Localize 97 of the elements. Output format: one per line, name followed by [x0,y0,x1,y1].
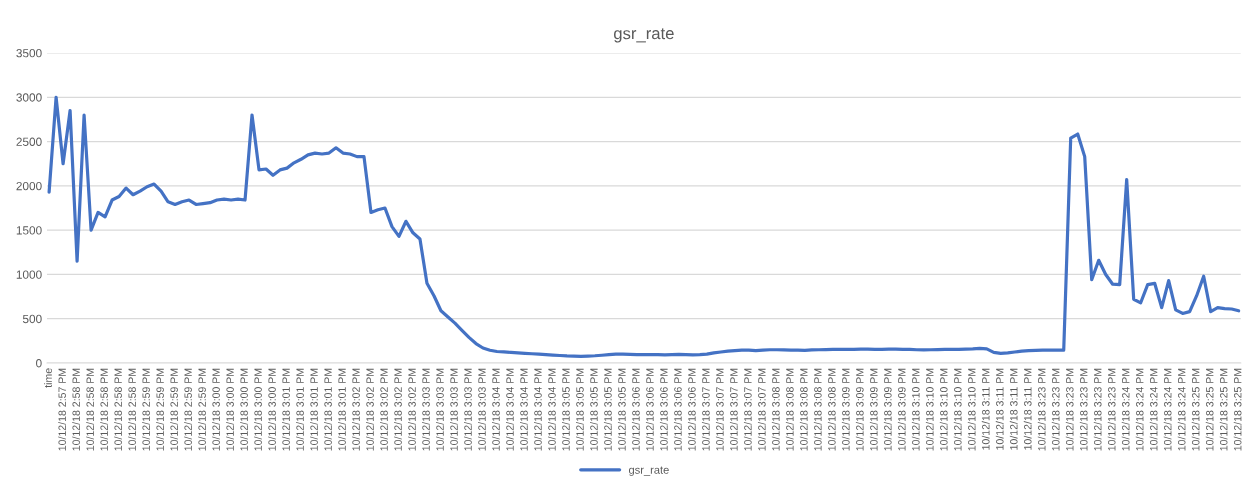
x-tick-label: 10/12/18 3:24 PM [1121,368,1130,451]
x-tick-label: 10/12/18 3:23 PM [1107,368,1116,451]
x-tick-label: 10/12/18 3:06 PM [645,368,654,451]
x-tick-label: 10/12/18 3:09 PM [897,368,906,451]
x-tick-label: 10/12/18 2:58 PM [86,368,94,451]
x-tick-label: 10/12/18 3:24 PM [1177,368,1186,451]
x-tick-label: 10/12/18 3:02 PM [394,368,402,451]
x-tick-label: 10/12/18 3:00 PM [268,368,276,451]
x-tick-label: 10/12/18 3:01 PM [324,368,332,451]
x-tick-label: 10/12/18 3:24 PM [1163,368,1172,451]
x-tick-label: 10/12/18 3:04 PM [492,368,500,451]
x-tick-label: 10/12/18 3:23 PM [1065,368,1074,451]
x-tick-label: 10/12/18 3:02 PM [352,368,360,451]
x-tick-label: 10/12/18 3:08 PM [771,368,780,451]
x-tick-label: 10/12/18 3:25 PM [1219,368,1228,451]
x-tick-label: 10/12/18 3:00 PM [226,368,234,451]
x-tick-label: 10/12/18 3:02 PM [366,368,374,451]
x-tick-label: 10/12/18 3:02 PM [380,368,388,451]
x-tick-label: 10/12/18 3:00 PM [240,368,248,451]
x-tick-label: 10/12/18 3:10 PM [939,368,948,451]
y-tick-label: 3000 [16,93,42,102]
line-series [47,95,1241,358]
x-tick-label: 10/12/18 3:05 PM [589,368,598,451]
x-tick-label: 10/12/18 3:25 PM [1205,368,1214,451]
x-tick-label: 10/12/18 3:05 PM [603,368,612,451]
x-tick-label: 10/12/18 3:05 PM [561,368,570,451]
x-tick-label: 10/12/18 3:01 PM [338,368,346,451]
x-tick-label: 10/12/18 3:25 PM [1191,368,1200,451]
x-tick-label: 10/12/18 3:07 PM [757,368,766,451]
x-tick-label: 10/12/18 2:59 PM [198,368,206,451]
x-tick-label: 10/12/18 2:59 PM [156,368,164,451]
x-tick-label: 10/12/18 3:04 PM [533,368,542,451]
y-tick-label: 0 [36,359,42,368]
x-tick-label: 10/12/18 3:10 PM [911,368,920,451]
x-tick-label: 10/12/18 3:08 PM [785,368,794,451]
x-tick-label: 10/12/18 3:03 PM [436,368,444,451]
x-tick-label: 10/12/18 3:23 PM [1037,368,1046,451]
x-tick-label: 10/12/18 3:08 PM [813,368,822,451]
x-tick-label: 10/12/18 3:25 PM [1233,368,1242,451]
x-tick-label: 10/12/18 3:08 PM [799,368,808,451]
x-tick-label: 10/12/18 3:07 PM [715,368,724,451]
x-tick-label: 10/12/18 3:11 PM [995,368,1004,450]
x-tick-label: 10/12/18 3:07 PM [701,368,710,451]
chart-title: gsr_rate [614,28,674,43]
x-tick-label: 10/12/18 2:58 PM [72,368,80,451]
x-tick-label: 10/12/18 3:09 PM [841,368,850,451]
x-tick-label: 10/12/18 3:09 PM [883,368,892,451]
x-tick-label: 10/12/18 3:06 PM [631,368,640,451]
x-tick-label: 10/12/18 3:02 PM [408,368,416,451]
x-tick-label: 10/12/18 3:11 PM [981,368,990,450]
x-tick-label: 10/12/18 2:58 PM [114,368,122,451]
x-tick-label: 10/12/18 3:05 PM [575,368,584,451]
y-tick-label: 1500 [16,226,42,235]
x-tick-label: 10/12/18 3:01 PM [310,368,318,451]
x-tick-label: 10/12/18 3:03 PM [464,368,472,451]
x-tick-label: 10/12/18 3:07 PM [743,368,752,451]
x-tick-label: 10/12/18 2:59 PM [184,368,192,451]
y-tick-label: 2000 [16,181,42,191]
x-tick-label: 10/12/18 2:58 PM [100,368,108,451]
x-tick-label: 10/12/18 2:59 PM [142,368,150,451]
x-tick-label: 10/12/18 3:01 PM [282,368,290,451]
x-tick-label: 10/12/18 2:59 PM [170,368,178,451]
x-tick-label: 10/12/18 3:06 PM [673,368,682,451]
x-tick-label: time [44,368,52,388]
x-tick-label: 10/12/18 3:09 PM [869,368,878,451]
x-tick-label: 10/12/18 3:10 PM [953,368,962,451]
x-tick-label: 10/12/18 3:23 PM [1079,368,1088,451]
x-tick-label: 10/12/18 3:23 PM [1093,368,1102,451]
x-tick-label: 10/12/18 3:23 PM [1051,368,1060,451]
x-tick-label: 10/12/18 3:05 PM [617,368,626,451]
x-tick-label: 10/12/18 3:00 PM [212,368,220,451]
x-tick-label: 10/12/18 3:06 PM [659,368,668,451]
x-tick-label: 10/12/18 3:08 PM [827,368,836,451]
x-tick-label: 10/12/18 3:03 PM [422,368,430,451]
y-tick-label: 1000 [16,270,42,279]
x-tick-label: 10/12/18 3:07 PM [729,368,738,451]
x-tick-label: 10/12/18 3:24 PM [1149,368,1158,451]
x-tick-label: 10/12/18 3:11 PM [1009,368,1018,450]
x-tick-label: 10/12/18 3:24 PM [1135,368,1144,451]
x-tick-label: 10/12/18 2:58 PM [128,368,136,451]
x-tick-label: 10/12/18 3:03 PM [478,368,486,451]
x-tick-label: 10/12/18 3:04 PM [547,368,556,451]
x-tick-label: 10/12/18 3:06 PM [687,368,696,451]
x-tick-label: 10/12/18 3:01 PM [296,368,304,451]
x-tick-label: 10/12/18 3:09 PM [855,368,864,451]
y-tick-label: 3500 [16,49,42,58]
x-tick-label: 10/12/18 2:57 PM [58,368,66,451]
y-tick-label: 2500 [16,137,42,146]
y-tick-label: 500 [22,314,42,324]
x-tick-label: 10/12/18 3:11 PM [1023,368,1032,450]
x-tick-label: 10/12/18 3:10 PM [967,368,976,451]
x-tick-label: 10/12/18 3:04 PM [506,368,514,451]
x-tick-label: 10/12/18 3:03 PM [450,368,458,451]
x-tick-label: 10/12/18 3:00 PM [254,368,262,451]
x-tick-label: 10/12/18 3:04 PM [520,368,528,451]
legend-label: gsr_rate [628,466,669,476]
x-tick-label: 10/12/18 3:10 PM [925,368,934,451]
